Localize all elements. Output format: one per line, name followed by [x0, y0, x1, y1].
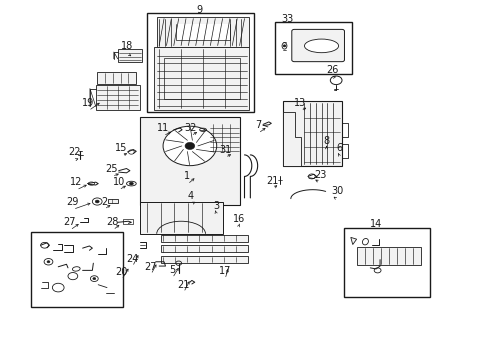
- Text: 15: 15: [115, 143, 127, 153]
- Text: 7: 7: [255, 121, 261, 130]
- Text: 10: 10: [112, 177, 124, 187]
- Text: 9: 9: [196, 5, 203, 15]
- Bar: [147, 13, 254, 112]
- Circle shape: [163, 126, 216, 166]
- Bar: [31, 232, 122, 307]
- Bar: [154, 47, 249, 110]
- Text: 5: 5: [169, 265, 175, 275]
- Text: 17: 17: [218, 266, 231, 276]
- Text: 29: 29: [66, 197, 79, 207]
- Text: 8: 8: [323, 136, 329, 146]
- Bar: [96, 85, 140, 110]
- Ellipse shape: [304, 39, 338, 53]
- Bar: [275, 22, 351, 74]
- Text: 18: 18: [121, 41, 133, 50]
- Bar: [160, 256, 248, 263]
- Text: 3: 3: [213, 201, 219, 211]
- Bar: [157, 17, 249, 47]
- Text: 12: 12: [70, 177, 82, 187]
- Circle shape: [129, 182, 133, 185]
- Bar: [140, 117, 239, 205]
- Text: 30: 30: [330, 186, 343, 197]
- Circle shape: [47, 261, 50, 263]
- Text: 23: 23: [313, 170, 325, 180]
- Bar: [163, 58, 239, 99]
- Bar: [176, 24, 229, 40]
- Text: 27: 27: [144, 262, 157, 272]
- Circle shape: [184, 143, 194, 149]
- Text: 14: 14: [369, 219, 382, 229]
- Bar: [282, 101, 341, 166]
- Text: 28: 28: [106, 217, 119, 227]
- Text: 6: 6: [336, 143, 342, 153]
- Text: 31: 31: [219, 144, 231, 154]
- Text: 21: 21: [266, 176, 278, 186]
- Text: 33: 33: [281, 14, 293, 24]
- Bar: [160, 234, 248, 242]
- Ellipse shape: [126, 181, 136, 186]
- Text: 32: 32: [184, 123, 197, 133]
- Text: 25: 25: [105, 163, 118, 174]
- Text: 4: 4: [187, 191, 194, 201]
- FancyBboxPatch shape: [291, 30, 344, 62]
- Text: 21: 21: [177, 280, 189, 290]
- Text: 1: 1: [184, 171, 190, 181]
- Text: 20: 20: [115, 267, 127, 277]
- Text: 24: 24: [126, 254, 138, 264]
- Circle shape: [283, 45, 285, 47]
- Text: 13: 13: [294, 98, 306, 108]
- Bar: [122, 220, 133, 224]
- Bar: [140, 202, 222, 234]
- Text: 2: 2: [101, 197, 107, 207]
- Bar: [160, 245, 248, 252]
- Text: 16: 16: [232, 214, 244, 224]
- Text: 11: 11: [157, 123, 169, 133]
- Text: 19: 19: [82, 98, 94, 108]
- Bar: [344, 228, 429, 297]
- Text: 22: 22: [68, 147, 81, 157]
- Bar: [356, 247, 420, 265]
- Text: 27: 27: [63, 217, 76, 227]
- Circle shape: [93, 278, 96, 280]
- Bar: [97, 72, 136, 84]
- Bar: [118, 49, 142, 62]
- Text: 26: 26: [325, 64, 338, 75]
- Circle shape: [95, 200, 99, 203]
- Polygon shape: [350, 237, 356, 244]
- Bar: [108, 199, 118, 203]
- Polygon shape: [282, 112, 301, 166]
